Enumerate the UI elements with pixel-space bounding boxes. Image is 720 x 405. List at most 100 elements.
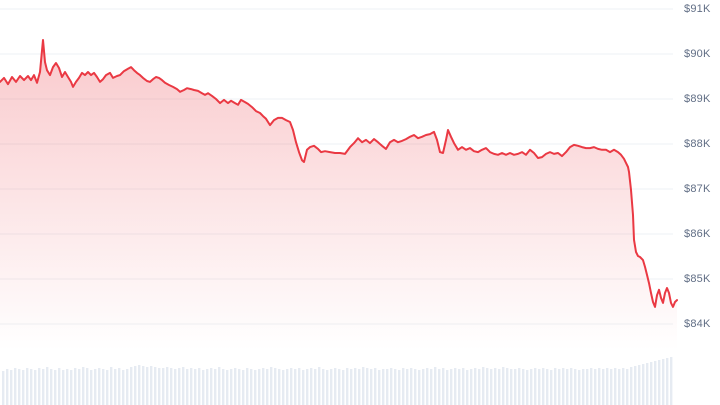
volume-bar	[646, 363, 649, 405]
volume-bar	[526, 370, 529, 405]
volume-bar	[58, 368, 61, 405]
volume-bar	[482, 367, 485, 405]
volume-bar	[50, 369, 53, 405]
volume-bar	[614, 368, 617, 405]
volume-bar	[82, 367, 85, 405]
volume-bar	[42, 369, 45, 405]
volume-bar	[154, 367, 157, 405]
volume-bar	[438, 369, 441, 405]
volume-bar	[470, 369, 473, 405]
volume-bar	[534, 368, 537, 405]
volume-bar	[18, 369, 21, 405]
volume-bar	[138, 365, 141, 405]
volume-bar	[30, 369, 33, 405]
volume-bar	[54, 370, 57, 405]
volume-bar	[462, 368, 465, 405]
volume-bar	[342, 370, 345, 405]
volume-bar	[358, 369, 361, 405]
volume-bar	[338, 369, 341, 405]
volume-bar	[622, 368, 625, 405]
volume-bar	[298, 368, 301, 405]
volume-bar	[114, 369, 117, 405]
volume-bar	[558, 369, 561, 405]
volume-bar	[194, 369, 197, 405]
volume-bar	[162, 368, 165, 405]
volume-bar	[638, 365, 641, 405]
volume-bar	[262, 368, 265, 405]
volume-bar	[654, 361, 657, 405]
volume-bar	[46, 367, 49, 405]
volume-bar	[294, 369, 297, 405]
volume-bar	[582, 369, 585, 405]
volume-bar	[246, 368, 249, 405]
volume-bar	[66, 369, 69, 405]
volume-bar	[374, 368, 377, 405]
volume-bar	[94, 369, 97, 405]
volume-bar	[458, 369, 461, 405]
volume-bar	[354, 368, 357, 405]
volume-bar	[118, 368, 121, 405]
volume-bar	[350, 369, 353, 405]
y-axis-label: $84K	[684, 317, 711, 330]
volume-bar	[426, 368, 429, 405]
volume-bar	[230, 369, 233, 405]
volume-bar	[406, 369, 409, 405]
volume-bar	[78, 369, 81, 405]
volume-bar	[62, 370, 65, 405]
volume-bar	[570, 368, 573, 405]
volume-bar	[334, 368, 337, 405]
y-axis-label: $85K	[684, 272, 711, 285]
volume-bar	[378, 370, 381, 405]
volume-bar	[150, 366, 153, 405]
volume-bar	[190, 368, 193, 405]
volume-bar	[102, 369, 105, 405]
volume-bar	[186, 369, 189, 405]
y-axis-label: $89K	[684, 92, 711, 105]
volume-bar	[238, 369, 241, 405]
volume-bar	[398, 370, 401, 405]
volume-bar	[446, 370, 449, 405]
volume-bar	[662, 359, 665, 405]
volume-bar	[26, 368, 29, 405]
volume-bar	[414, 369, 417, 405]
volume-bar	[466, 370, 469, 405]
volume-bar	[270, 367, 273, 405]
volume-bar	[122, 370, 125, 405]
volume-bar	[410, 368, 413, 405]
volume-bar	[634, 366, 637, 405]
volume-bar	[370, 369, 373, 405]
volume-bar	[182, 367, 185, 405]
volume-bar	[314, 369, 317, 405]
volume-bar	[630, 367, 633, 405]
volume-bar	[542, 368, 545, 405]
volume-bar	[130, 367, 133, 405]
volume-bar	[386, 369, 389, 405]
volume-bar	[518, 368, 521, 405]
volume-bar	[218, 367, 221, 405]
volume-bar	[326, 370, 329, 405]
volume-bar	[126, 369, 129, 405]
volume-bar	[394, 369, 397, 405]
volume-bar	[198, 368, 201, 405]
volume-bar	[258, 369, 261, 405]
y-axis-label: $88K	[684, 137, 711, 150]
volume-bar	[330, 369, 333, 405]
y-axis-label: $91K	[684, 2, 711, 15]
volume-bar	[282, 370, 285, 405]
volume-bar	[666, 358, 669, 405]
volume-bar	[210, 368, 213, 405]
y-axis-label: $87K	[684, 182, 711, 195]
volume-bar	[578, 370, 581, 405]
volume-bar	[306, 369, 309, 405]
volume-bar	[610, 369, 613, 405]
volume-bar	[566, 369, 569, 405]
volume-bar	[550, 370, 553, 405]
volume-bar	[290, 368, 293, 405]
volume-bar	[34, 370, 37, 405]
volume-bar	[214, 369, 217, 405]
volume-bar	[514, 369, 517, 405]
volume-bar	[642, 364, 645, 405]
volume-bar	[658, 360, 661, 405]
volume-bar	[590, 368, 593, 405]
